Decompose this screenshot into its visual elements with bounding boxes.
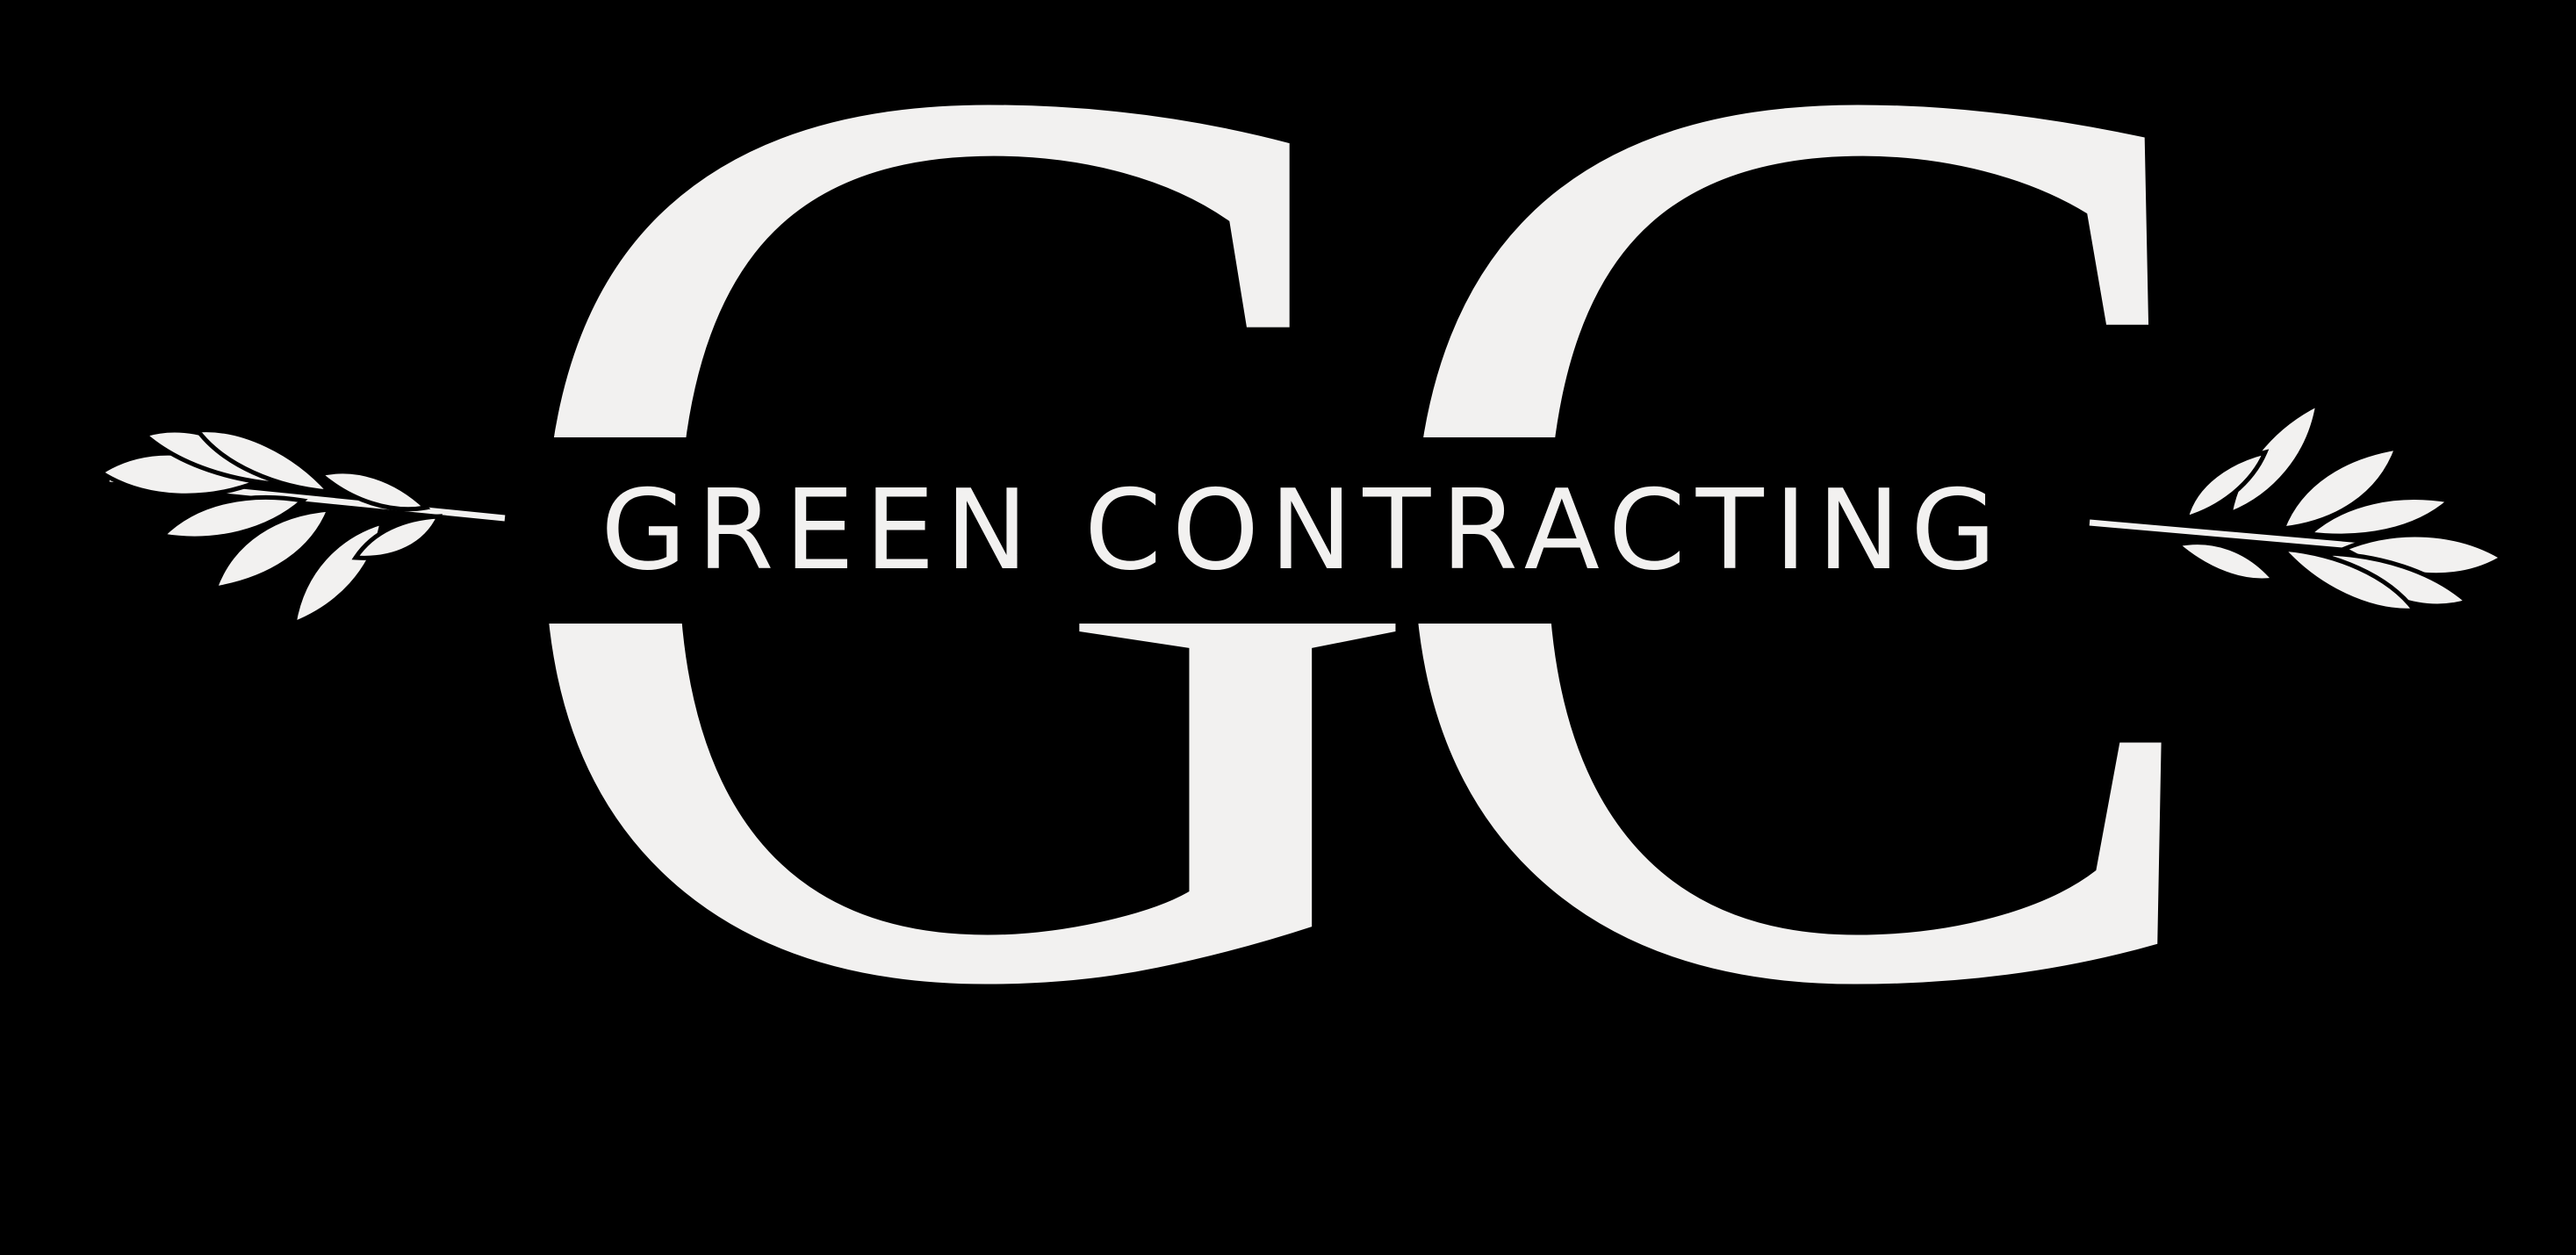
leaf-branch-icon — [97, 428, 506, 627]
brand-name: GREEN CONTRACTING — [601, 465, 2007, 595]
leaf-branch-icon — [2089, 400, 2507, 613]
text-band — [474, 437, 2169, 624]
logo: G C GREEN CONTRACTING — [97, 0, 2507, 1185]
